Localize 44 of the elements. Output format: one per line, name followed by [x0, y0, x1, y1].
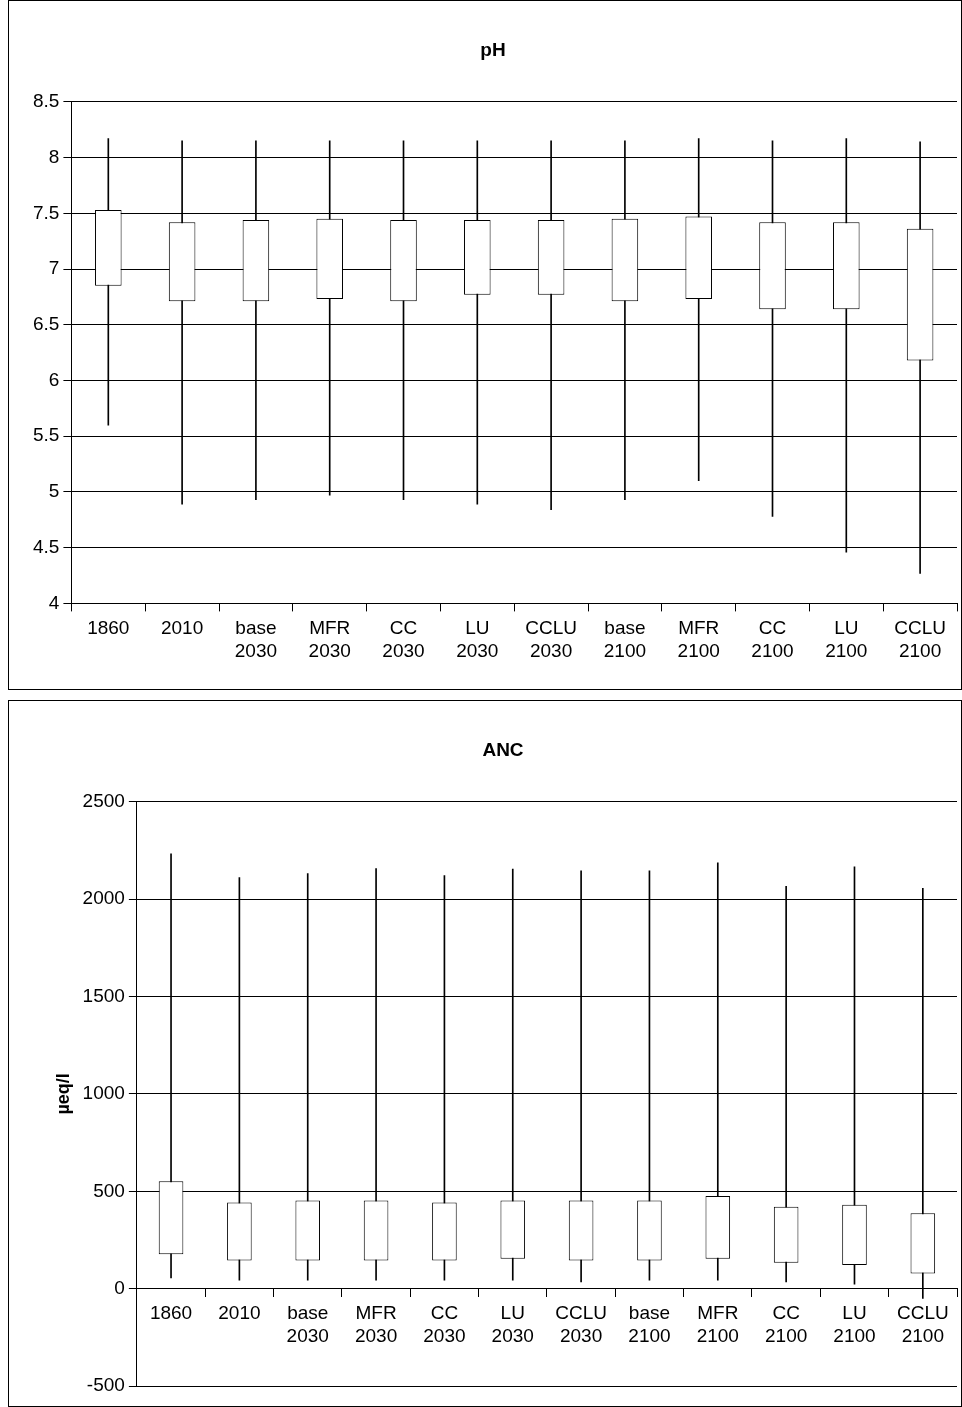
- x-tick-label: LU 2030: [456, 617, 499, 661]
- x-tick-label: 1860: [149, 1302, 193, 1324]
- y-tick-label: 4.5: [32, 535, 60, 557]
- y-tick-label: 8: [48, 145, 60, 167]
- x-tick-label: CCLU 2100: [894, 617, 946, 661]
- x-tick-label: LU 2100: [833, 1302, 876, 1347]
- y-tick-label: 2500: [82, 790, 125, 812]
- x-tick-label: CC 2030: [382, 617, 425, 661]
- x-tick-label: MFR 2030: [308, 617, 351, 661]
- chart-title: pH: [480, 38, 506, 60]
- x-tick-label: CC 2100: [765, 1302, 808, 1347]
- x-tick-label: base 2100: [603, 617, 647, 661]
- x-tick-label: CC 2100: [751, 617, 794, 661]
- x-tick-label: MFR 2100: [696, 1302, 739, 1347]
- x-tick-label: 2010: [160, 617, 204, 639]
- y-tick-label: 2000: [82, 887, 125, 909]
- y-tick-label: 500: [93, 1179, 125, 1201]
- x-tick-label: LU 2100: [825, 617, 868, 661]
- x-tick-label: CCLU 2030: [555, 1302, 607, 1347]
- y-tick-label: 7.5: [32, 201, 60, 223]
- x-tick-label: CCLU 2030: [525, 617, 577, 661]
- y-tick-label: 0: [114, 1276, 125, 1298]
- x-tick-label: MFR 2030: [354, 1302, 398, 1347]
- y-tick-label: 5.5: [32, 424, 60, 446]
- chart-title: ANC: [482, 738, 524, 760]
- y-tick-label: 4: [48, 591, 60, 613]
- x-tick-label: base 2030: [234, 617, 278, 661]
- y-tick-label: 8.5: [32, 90, 60, 112]
- x-tick-label: base 2100: [628, 1302, 671, 1347]
- x-tick-label: MFR 2100: [677, 617, 720, 661]
- x-tick-label: CCLU 2100: [896, 1302, 949, 1347]
- y-tick-label: -500: [86, 1374, 125, 1396]
- y-tick-label: 5: [48, 480, 60, 502]
- x-tick-label: 2010: [218, 1302, 261, 1324]
- x-tick-label: LU 2030: [491, 1302, 534, 1347]
- y-tick-label: 6: [48, 368, 60, 390]
- y-tick-label: 7: [48, 257, 60, 279]
- x-tick-label: CC 2030: [423, 1302, 466, 1347]
- y-tick-label: 6.5: [32, 312, 60, 334]
- y-tick-label: 1500: [82, 984, 125, 1006]
- x-tick-label: base 2030: [286, 1302, 329, 1347]
- y-axis-title: µeq/l: [52, 1073, 73, 1115]
- x-tick-label: 1860: [87, 617, 130, 639]
- y-tick-label: 1000: [82, 1082, 125, 1104]
